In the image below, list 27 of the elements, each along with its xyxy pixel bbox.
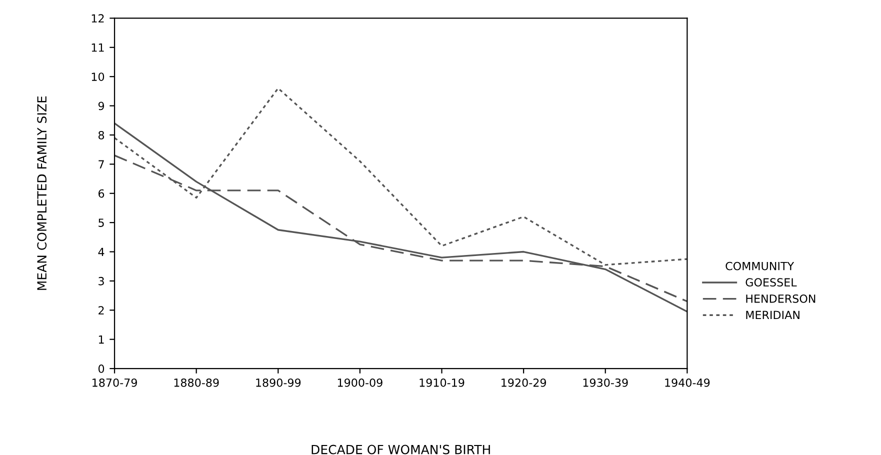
y-tick-label: 4 [98,248,104,256]
y-tick-label: 3 [98,276,104,286]
y-tick-label: 12 [92,14,104,22]
legend-label: HENDERSON [746,294,816,303]
y-tick-label: 6 [98,189,104,198]
y-tick-label: 5 [98,218,104,227]
x-axis-title: DECADE OF WOMAN'S BIRTH [312,444,490,454]
legend-title: COMMUNITY [726,262,794,270]
y-tick-label: 7 [98,160,104,168]
x-tick-label: 1930-39 [583,378,628,387]
y-tick-label: 11 [92,44,104,52]
x-tick-label: 1890-99 [256,378,301,387]
x-tick-label: 1910-19 [420,378,464,387]
x-tick-label: 1920-29 [502,378,546,387]
legend-label: MERIDIAN [746,310,800,320]
y-tick-label: 1 [98,335,104,344]
y-tick-label: 10 [92,72,104,81]
x-tick-label: 1880-89 [174,378,219,387]
y-axis-title: MEAN COMPLETED FAMILY SIZE [37,96,47,290]
y-tick-label: 0 [98,364,104,373]
x-tick-label: 1940-49 [665,378,710,387]
y-tick-label: 9 [98,102,104,110]
x-tick-label: 1900-09 [338,378,382,387]
y-tick-label: 2 [98,306,104,314]
legend-label: GOESSEL [746,278,797,287]
x-tick-label: 1870-79 [92,378,137,387]
y-tick-label: 8 [98,130,104,140]
